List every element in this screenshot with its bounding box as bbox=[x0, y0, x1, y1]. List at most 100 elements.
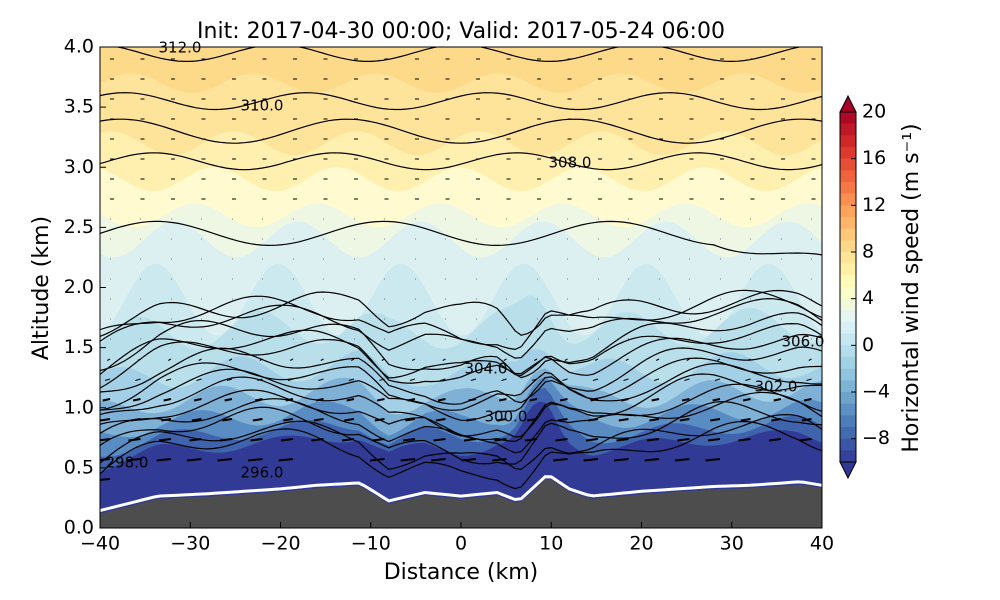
wind-arrow bbox=[351, 358, 355, 361]
wind-arrow bbox=[435, 418, 446, 422]
wind-arrow bbox=[412, 358, 416, 361]
wind-arrow bbox=[250, 438, 263, 442]
wind-arrow bbox=[503, 358, 507, 361]
wind-arrow bbox=[100, 438, 111, 442]
colorbar-tick-label: 12 bbox=[862, 194, 886, 216]
wind-arrow bbox=[137, 358, 141, 361]
wind-arrow bbox=[402, 438, 416, 442]
wind-arrow bbox=[644, 458, 660, 462]
wind-arrow bbox=[126, 458, 141, 462]
wind-arrow bbox=[492, 458, 507, 462]
wind-arrow bbox=[379, 378, 385, 381]
wind-arrow bbox=[461, 458, 477, 462]
x-tick-label: 10 bbox=[539, 533, 563, 555]
wind-arrow bbox=[372, 438, 385, 442]
wind-arrow bbox=[442, 358, 446, 361]
wind-arrow bbox=[257, 378, 263, 381]
chart-title: Init: 2017-04-30 00:00; Valid: 2017-05-2… bbox=[197, 19, 725, 44]
contour-label: 310.0 bbox=[241, 97, 284, 115]
x-tick-label: 0 bbox=[455, 533, 467, 555]
terrain bbox=[100, 479, 822, 528]
wind-arrow bbox=[806, 378, 812, 381]
wind-arrow bbox=[285, 398, 294, 402]
colorbar-band bbox=[840, 217, 856, 230]
colorbar-band bbox=[840, 287, 856, 300]
wind-arrow bbox=[524, 438, 538, 442]
wind-arrow bbox=[374, 418, 385, 422]
wind-arrow bbox=[437, 398, 446, 402]
wind-arrow bbox=[473, 358, 477, 361]
wind-arrow bbox=[555, 438, 568, 442]
colorbar-band bbox=[840, 322, 856, 335]
x-tick-label: 20 bbox=[629, 533, 653, 555]
colorbar-band bbox=[840, 438, 856, 451]
wind-arrow bbox=[130, 418, 141, 422]
wind-arrow bbox=[588, 418, 599, 422]
x-axis-label: Distance (km) bbox=[384, 560, 539, 585]
wind-arrow bbox=[191, 418, 202, 422]
wind-arrow bbox=[313, 418, 324, 422]
wind-arrow bbox=[468, 398, 477, 402]
wind-arrow bbox=[681, 398, 690, 402]
wind-arrow bbox=[527, 418, 538, 422]
wind-arrow bbox=[440, 378, 446, 381]
wind-arrow bbox=[409, 378, 416, 381]
wind-arrow bbox=[165, 378, 172, 381]
wind-arrow bbox=[649, 418, 660, 422]
x-tick-label: −30 bbox=[170, 533, 210, 555]
wind-arrow bbox=[686, 358, 690, 361]
wind-arrow bbox=[531, 378, 538, 381]
x-tick-label: 30 bbox=[720, 533, 744, 555]
colorbar-band bbox=[840, 403, 856, 416]
colorbar-extend-top bbox=[839, 94, 857, 113]
wind-arrow bbox=[529, 398, 538, 402]
colorbar-tick-label: 4 bbox=[862, 287, 874, 309]
contour-line bbox=[100, 401, 822, 465]
wind-arrow bbox=[684, 378, 690, 381]
colorbar-band bbox=[840, 252, 856, 265]
colorbar-tick-label: 8 bbox=[862, 241, 874, 263]
wind-arrow bbox=[187, 458, 202, 462]
wind-arrow bbox=[742, 398, 751, 402]
wind-arrow bbox=[320, 358, 324, 361]
colorbar-band bbox=[840, 368, 856, 381]
colorbar-band bbox=[840, 158, 856, 171]
contour-line bbox=[100, 346, 822, 405]
wind-arrow bbox=[287, 378, 294, 381]
contour-line bbox=[100, 312, 822, 379]
wind-arrow bbox=[614, 458, 629, 462]
wind-arrow bbox=[592, 378, 599, 381]
colorbar-tick-label: 0 bbox=[862, 334, 874, 356]
colorbar-band bbox=[840, 135, 856, 148]
wind-arrow bbox=[651, 398, 660, 402]
wind-arrow bbox=[714, 378, 721, 381]
wind-arrow bbox=[156, 458, 172, 462]
colorbar-band bbox=[840, 170, 856, 183]
colorbar-band bbox=[840, 205, 856, 218]
wind-arrow bbox=[590, 398, 599, 402]
wind-arrow bbox=[799, 438, 812, 442]
isoline bbox=[100, 357, 822, 411]
wind-arrow bbox=[278, 458, 294, 462]
wind-arrow bbox=[311, 438, 324, 442]
y-tick-label: 2.0 bbox=[64, 276, 94, 298]
contour-label: 312.0 bbox=[159, 39, 202, 57]
wind-arrow bbox=[259, 358, 263, 361]
wind-arrow bbox=[100, 458, 111, 462]
colorbar-frame bbox=[839, 111, 857, 463]
wind-arrow bbox=[775, 378, 782, 381]
wind-arrow bbox=[595, 358, 599, 361]
colorbar-band bbox=[840, 123, 856, 136]
contour-label: 296.0 bbox=[241, 464, 284, 482]
wind-arrow bbox=[100, 478, 111, 481]
wind-arrow bbox=[498, 398, 507, 402]
wind-arrow bbox=[433, 438, 446, 442]
isoline bbox=[100, 362, 822, 421]
colorbar-band bbox=[840, 147, 856, 160]
wind-arrow bbox=[248, 458, 263, 462]
wind-arrow bbox=[283, 418, 294, 422]
wind-arrow bbox=[128, 438, 141, 442]
wind-arrow bbox=[712, 398, 721, 402]
wind-arrow bbox=[470, 378, 477, 381]
wind-arrow bbox=[431, 458, 446, 462]
